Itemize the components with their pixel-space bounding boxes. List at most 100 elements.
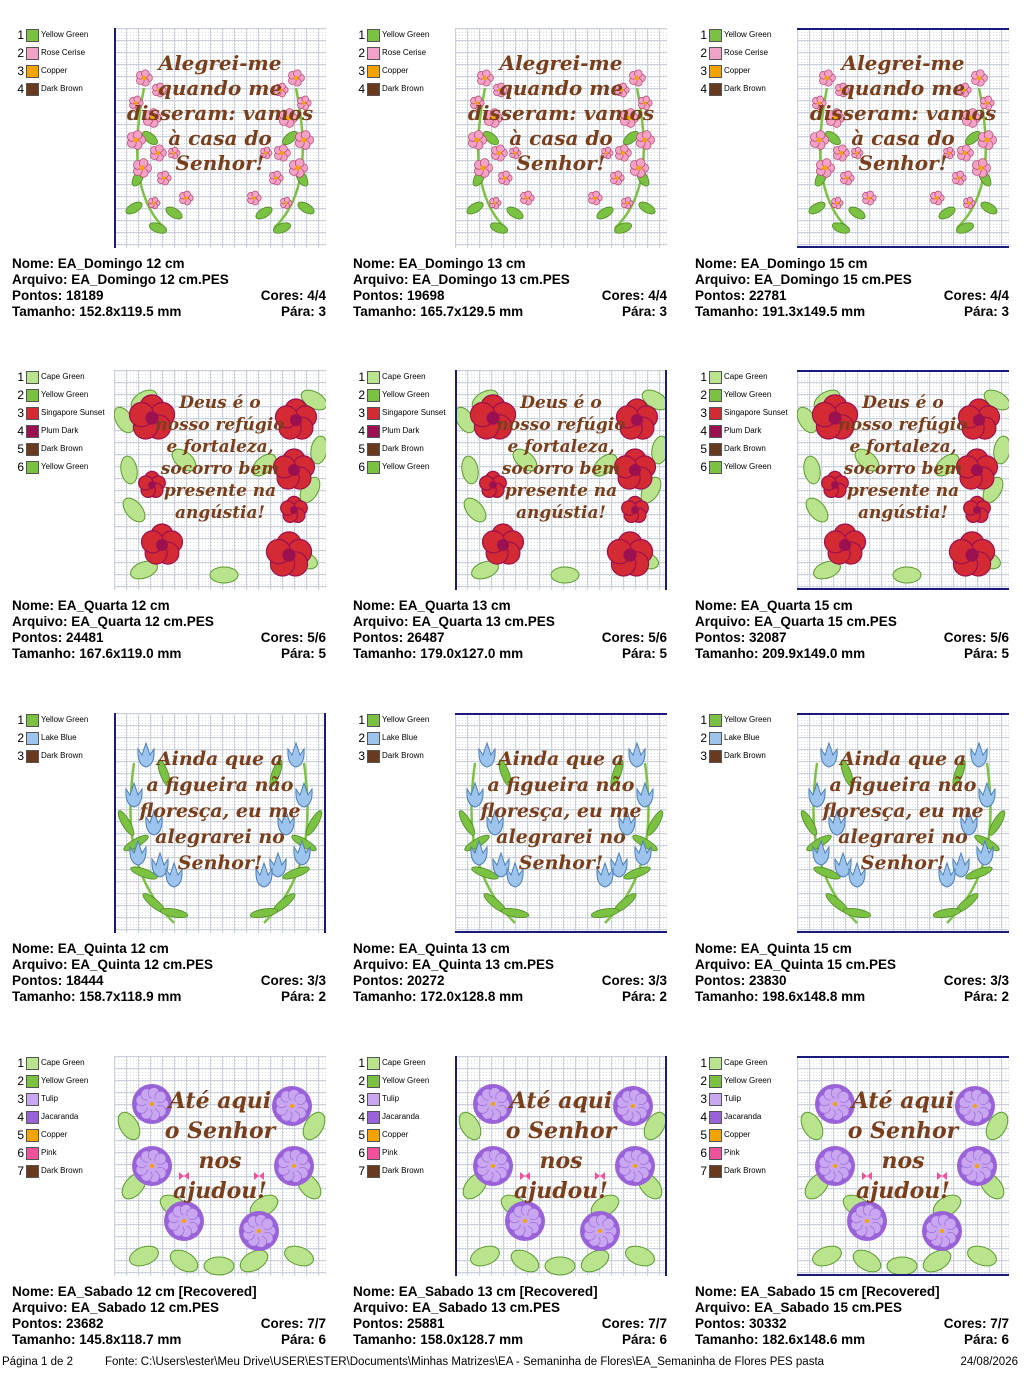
stitch-count: Pontos: 23682 [12,1316,104,1331]
tulip-flower [828,809,846,836]
color-name: Singapore Sunset [724,408,788,417]
verse-line: ajudou! [514,1178,608,1204]
hydrangea-flower [615,1146,655,1186]
flower [636,130,655,150]
design-size: Tamanho: 182.6x148.6 mm [695,1332,865,1347]
verse-line: alegrarei no [155,826,285,848]
palette-index: 1 [17,713,24,727]
stop-count: Pára: 2 [281,989,326,1005]
palette-index: 4 [700,1110,707,1124]
hoop-edge [797,713,1009,715]
verse-line: quando me [158,76,282,100]
verse-line: nosso refúgio [496,415,625,435]
design-info: Nome: EA_Domingo 13 cm Arquivo: EA_Doming… [353,256,667,320]
flower [280,196,293,210]
design-card: 1 Yellow Green 2 Rose Cerise 3 Copper 4 Dark Br… [693,28,1011,358]
design-size-part: 152.8x119.5 mm [79,304,182,319]
color-swatch [367,750,380,763]
leaf [544,1256,576,1276]
palette-row: 4 Dark Brown [357,82,453,100]
color-swatch [367,443,380,456]
palette-row: 2 Yellow Green [699,388,795,406]
name-line: Nome: EA_Quarta 15 cm [695,598,1009,614]
stop-count-part: 3 [318,304,326,319]
color-swatch [367,1093,380,1106]
color-count-part: 3/3 [648,973,667,988]
palette-index: 2 [358,731,365,745]
stitch-count-part: Pontos: [353,288,407,303]
flower [295,130,314,150]
stitch-count: Pontos: 26487 [353,630,445,645]
file-name-part: EA_Sabado 15 cm.PES [754,1300,903,1315]
design-name-part: Nome: [12,598,58,613]
hydrangea-flower [274,1146,314,1186]
palette-index: 1 [700,28,707,42]
color-swatch [709,371,722,384]
leaf [848,206,866,220]
file-name: Arquivo: EA_Sabado 12 cm.PES [12,1300,219,1315]
stitch-line: Pontos: 18444 Cores: 3/3 [12,973,326,989]
leaf [130,560,158,580]
color-name: Yellow Green [41,715,89,724]
color-count-part: Cores: [260,630,308,645]
tulip-flower [808,781,826,808]
file-name-part: EA_Sabado 12 cm.PES [71,1300,220,1315]
stop-count-part: Pára: [963,646,1002,661]
verse-line: o Senhor [506,1118,618,1144]
design-size-part: Tamanho: [695,989,763,1004]
leaf [852,1249,882,1273]
flower [978,130,997,150]
hydrangea-flower [815,1146,855,1186]
color-swatch [26,65,39,78]
tulip-flower [277,809,295,836]
design-name-part: EA_Quinta 12 cm [57,941,169,956]
leaf [159,907,189,919]
palette-index: 3 [17,406,24,420]
color-name: Plum Dark [382,426,420,435]
leaf [471,866,499,880]
design-size: Tamanho: 198.6x148.8 mm [695,989,865,1004]
design-size: Tamanho: 179.0x127.0 mm [353,646,523,661]
leaf [643,1111,667,1141]
stitch-line: Pontos: 25881 Cores: 7/7 [353,1316,667,1332]
verse-line: Até aqui [508,1088,613,1114]
hibiscus-flower [481,523,525,565]
file-line: Arquivo: EA_Quarta 12 cm.PES [12,614,326,630]
design-name: Nome: EA_Quinta 12 cm [12,941,169,956]
leaf [988,810,1006,836]
palette-row: 3 Copper [357,64,453,82]
stitch-count-part: 23682 [66,1316,104,1331]
verse-line: disseram: vamos [127,101,313,125]
leaf [251,453,277,477]
palette-index: 4 [17,82,24,96]
palette-row: 6 Pink [16,1146,112,1164]
design-size: Tamanho: 152.8x119.5 mm [12,304,181,319]
palette-row: 5 Copper [357,1128,453,1146]
palette-row: 2 Rose Cerise [16,46,112,64]
file-name-part: Arquivo: [353,957,413,972]
tulip-flower [634,839,652,866]
file-name: Arquivo: EA_Quarta 13 cm.PES [353,614,555,629]
stitch-count-part: Pontos: [695,1316,749,1331]
color-swatch [26,389,39,402]
stop-count: Pára: 5 [622,646,667,662]
palette-index: 2 [700,1074,707,1088]
verse-line: angústia! [516,503,606,523]
color-count-part: 7/7 [990,1316,1009,1331]
hibiscus-flower [479,470,507,499]
leaf [117,1111,141,1141]
file-name-part: Arquivo: [353,614,413,629]
hoop-edge [665,370,667,590]
color-name: Rose Cerise [41,48,86,57]
verse-line: angústia! [175,503,265,523]
color-name: Yellow Green [382,462,430,471]
design-card: 1 Cape Green 2 Yellow Green 3 Singapore Sunse… [351,370,669,700]
stop-count: Pára: 6 [964,1332,1009,1348]
palette-index: 6 [17,1146,24,1160]
tulip-flower [466,781,484,808]
palette-index: 1 [17,1056,24,1070]
design-size-part: 179.0x127.0 mm [420,646,524,661]
color-count-part: 5/6 [307,630,326,645]
file-line: Arquivo: EA_Sabado 12 cm.PES [12,1300,326,1316]
tulip-flower [938,861,956,888]
